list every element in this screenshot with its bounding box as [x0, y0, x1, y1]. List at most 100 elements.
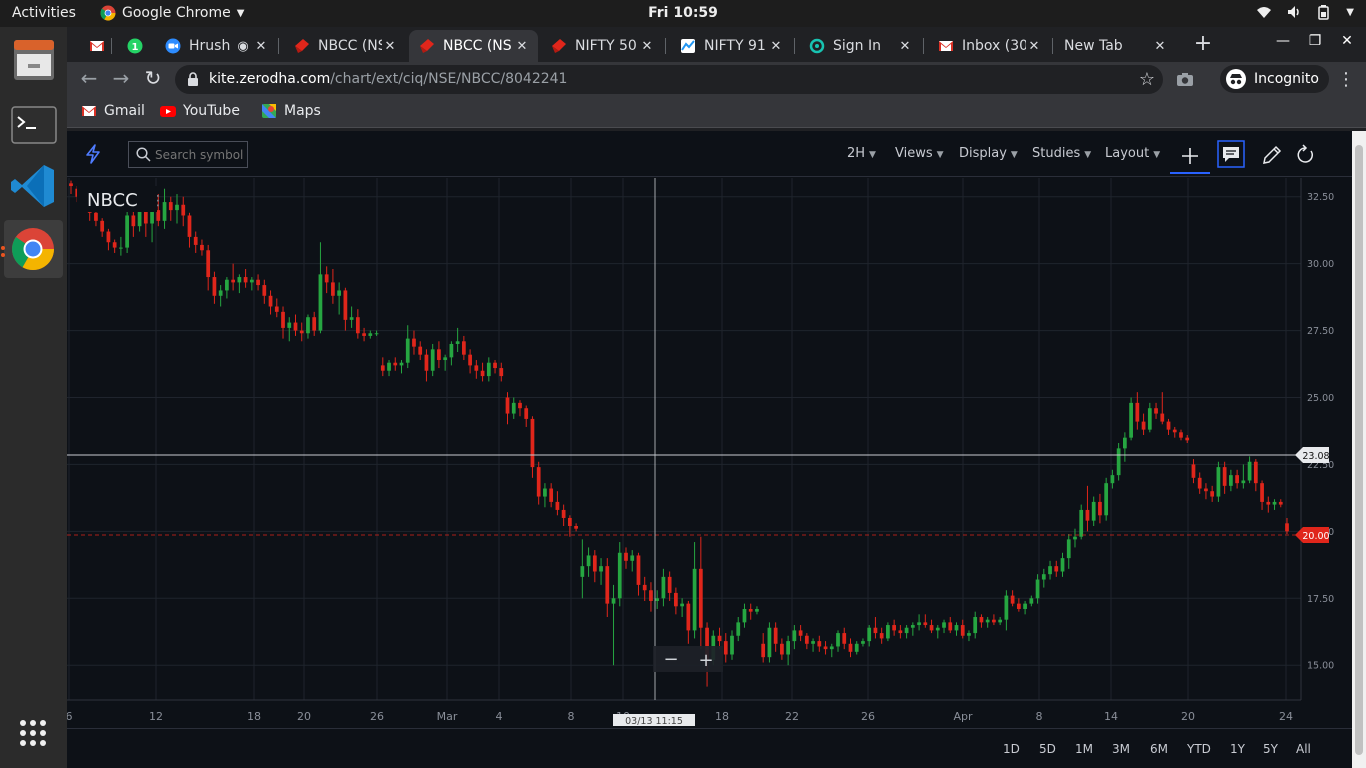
tab-sign-in[interactable]: Sign In ✕	[799, 30, 921, 62]
forward-button[interactable]: →	[112, 66, 130, 90]
close-tab-icon[interactable]: ✕	[1028, 38, 1040, 54]
candle-body	[879, 633, 884, 639]
incognito-indicator[interactable]: Incognito	[1220, 65, 1329, 93]
activities-button[interactable]: Activities	[12, 5, 76, 21]
tab-nbcc-1[interactable]: NBCC (NS ✕	[284, 30, 406, 62]
display-menu[interactable]: Display ▼	[959, 146, 1018, 161]
tab-whatsapp[interactable]: 1	[117, 30, 147, 62]
views-menu[interactable]: Views ▼	[895, 146, 944, 161]
maximize-button[interactable]: ❐	[1308, 33, 1322, 49]
zoom-icon	[165, 38, 181, 54]
candle-body	[767, 627, 772, 658]
range-3m-button[interactable]: 3M	[1112, 742, 1130, 756]
tab-nbcc-2-active[interactable]: NBCC (NS ✕	[409, 30, 538, 62]
candle-body	[349, 317, 354, 320]
tab-gmail[interactable]	[79, 30, 109, 62]
close-tab-icon[interactable]: ✕	[1154, 38, 1166, 54]
candle-body	[1066, 539, 1071, 559]
chevron-down-icon: ▼	[1084, 150, 1092, 160]
bookmark-gmail[interactable]: Gmail	[81, 103, 145, 119]
candle-body	[200, 244, 204, 251]
tab-nifty50[interactable]: NIFTY 50 ✕	[541, 30, 663, 62]
minimize-button[interactable]: —	[1276, 33, 1290, 49]
close-tab-icon[interactable]: ✕	[899, 38, 911, 54]
candle-body	[231, 279, 236, 283]
new-tab-button[interactable]: +	[1193, 31, 1213, 56]
tab-nifty-sensibull[interactable]: NIFTY 91 ✕	[670, 30, 792, 62]
candle-body	[1110, 475, 1115, 484]
terminal-app-icon[interactable]	[4, 95, 63, 153]
chevron-down-icon: ▼	[869, 150, 876, 160]
close-tab-icon[interactable]: ✕	[384, 38, 396, 54]
files-app-icon[interactable]	[4, 30, 63, 88]
whatsapp-icon: 1	[127, 38, 143, 54]
search-input[interactable]	[155, 146, 245, 164]
range-5d-button[interactable]: 5D	[1039, 742, 1056, 756]
crosshair-price-label: 23.08	[1295, 447, 1330, 463]
candle-body	[549, 488, 554, 502]
recording-icon: ◉	[237, 38, 249, 54]
tab-new-tab[interactable]: New Tab ✕	[1054, 30, 1176, 62]
close-tab-icon[interactable]: ✕	[516, 38, 528, 54]
candle-body	[985, 619, 990, 623]
candle-body	[424, 354, 429, 371]
spin-icon	[809, 38, 825, 54]
zoom-in-button[interactable]: +	[698, 650, 713, 671]
candle-body	[156, 210, 161, 221]
range-1d-button[interactable]: 1D	[1003, 742, 1020, 756]
chrome-menu-button[interactable]: ⋮	[1337, 69, 1355, 90]
tab-inbox[interactable]: Inbox (30 ✕	[928, 30, 1050, 62]
system-tray[interactable]: ▼	[1256, 4, 1354, 20]
camera-icon[interactable]	[1176, 70, 1194, 88]
address-bar[interactable]: kite.zerodha.com/chart/ext/ciq/NSE/NBCC/…	[175, 65, 1163, 94]
studies-menu[interactable]: Studies ▼	[1032, 146, 1092, 161]
candle-body	[449, 343, 454, 358]
price-chart[interactable]: 32.50 30.00 27.50 25.00 22.50 20.00 17.50 15.00…	[66, 178, 1352, 728]
range-ytd-button[interactable]: YTD	[1187, 742, 1211, 756]
close-tab-icon[interactable]: ✕	[255, 38, 267, 54]
bookmark-star-icon[interactable]: ☆	[1138, 69, 1155, 90]
show-applications-icon[interactable]	[4, 710, 63, 768]
close-tab-icon[interactable]: ✕	[641, 38, 653, 54]
zoom-out-button[interactable]: −	[663, 649, 678, 670]
candle-body	[337, 290, 342, 296]
draw-pencil-icon[interactable]	[1259, 142, 1285, 168]
x-tick-label: 14	[1104, 710, 1118, 723]
close-window-button[interactable]: ✕	[1341, 33, 1353, 49]
back-button[interactable]: ←	[80, 66, 98, 90]
range-all-button[interactable]: All	[1296, 742, 1311, 756]
candle-body	[848, 643, 853, 652]
candle-body	[730, 635, 734, 655]
app-menu[interactable]: Google Chrome ▼	[100, 5, 244, 21]
range-1m-button[interactable]: 1M	[1075, 742, 1093, 756]
tab-zoom[interactable]: Hrush ◉ ✕	[155, 30, 277, 62]
bookmarks-bar: Gmail YouTube Maps	[67, 96, 1366, 128]
layout-menu[interactable]: Layout ▼	[1105, 146, 1161, 161]
candle-body	[1160, 413, 1165, 422]
candlestick-chart[interactable]: 32.50 30.00 27.50 25.00 22.50 20.00 17.50 15.00…	[66, 178, 1352, 728]
lightning-bolt-icon[interactable]	[83, 144, 103, 164]
symbol-search[interactable]	[128, 141, 248, 168]
zoom-controls[interactable]: − +	[653, 646, 723, 672]
close-tab-icon[interactable]: ✕	[770, 38, 782, 54]
comment-tool-icon[interactable]	[1217, 140, 1245, 168]
symbol-legend: NBCC ⋮	[77, 186, 165, 212]
page-scrollbar[interactable]	[1352, 131, 1366, 768]
candle-body	[960, 625, 965, 636]
bookmark-maps[interactable]: Maps	[261, 103, 321, 119]
x-tick-label: 8	[568, 710, 575, 723]
reload-button[interactable]: ↻	[144, 66, 162, 90]
candle-body	[1285, 523, 1289, 532]
candle-body	[493, 362, 497, 369]
bookmark-youtube[interactable]: YouTube	[160, 103, 240, 119]
range-5y-button[interactable]: 5Y	[1263, 742, 1278, 756]
chrome-app-icon[interactable]	[4, 220, 63, 278]
vscode-app-icon[interactable]	[4, 157, 63, 215]
symbol-menu-icon[interactable]: ⋮	[151, 193, 165, 209]
crosshair-tool-icon[interactable]	[1170, 140, 1210, 174]
scrollbar-thumb[interactable]	[1355, 145, 1363, 755]
range-1y-button[interactable]: 1Y	[1230, 742, 1245, 756]
reset-icon[interactable]	[1292, 142, 1318, 168]
range-6m-button[interactable]: 6M	[1150, 742, 1168, 756]
interval-dropdown[interactable]: 2H ▼	[847, 146, 876, 161]
